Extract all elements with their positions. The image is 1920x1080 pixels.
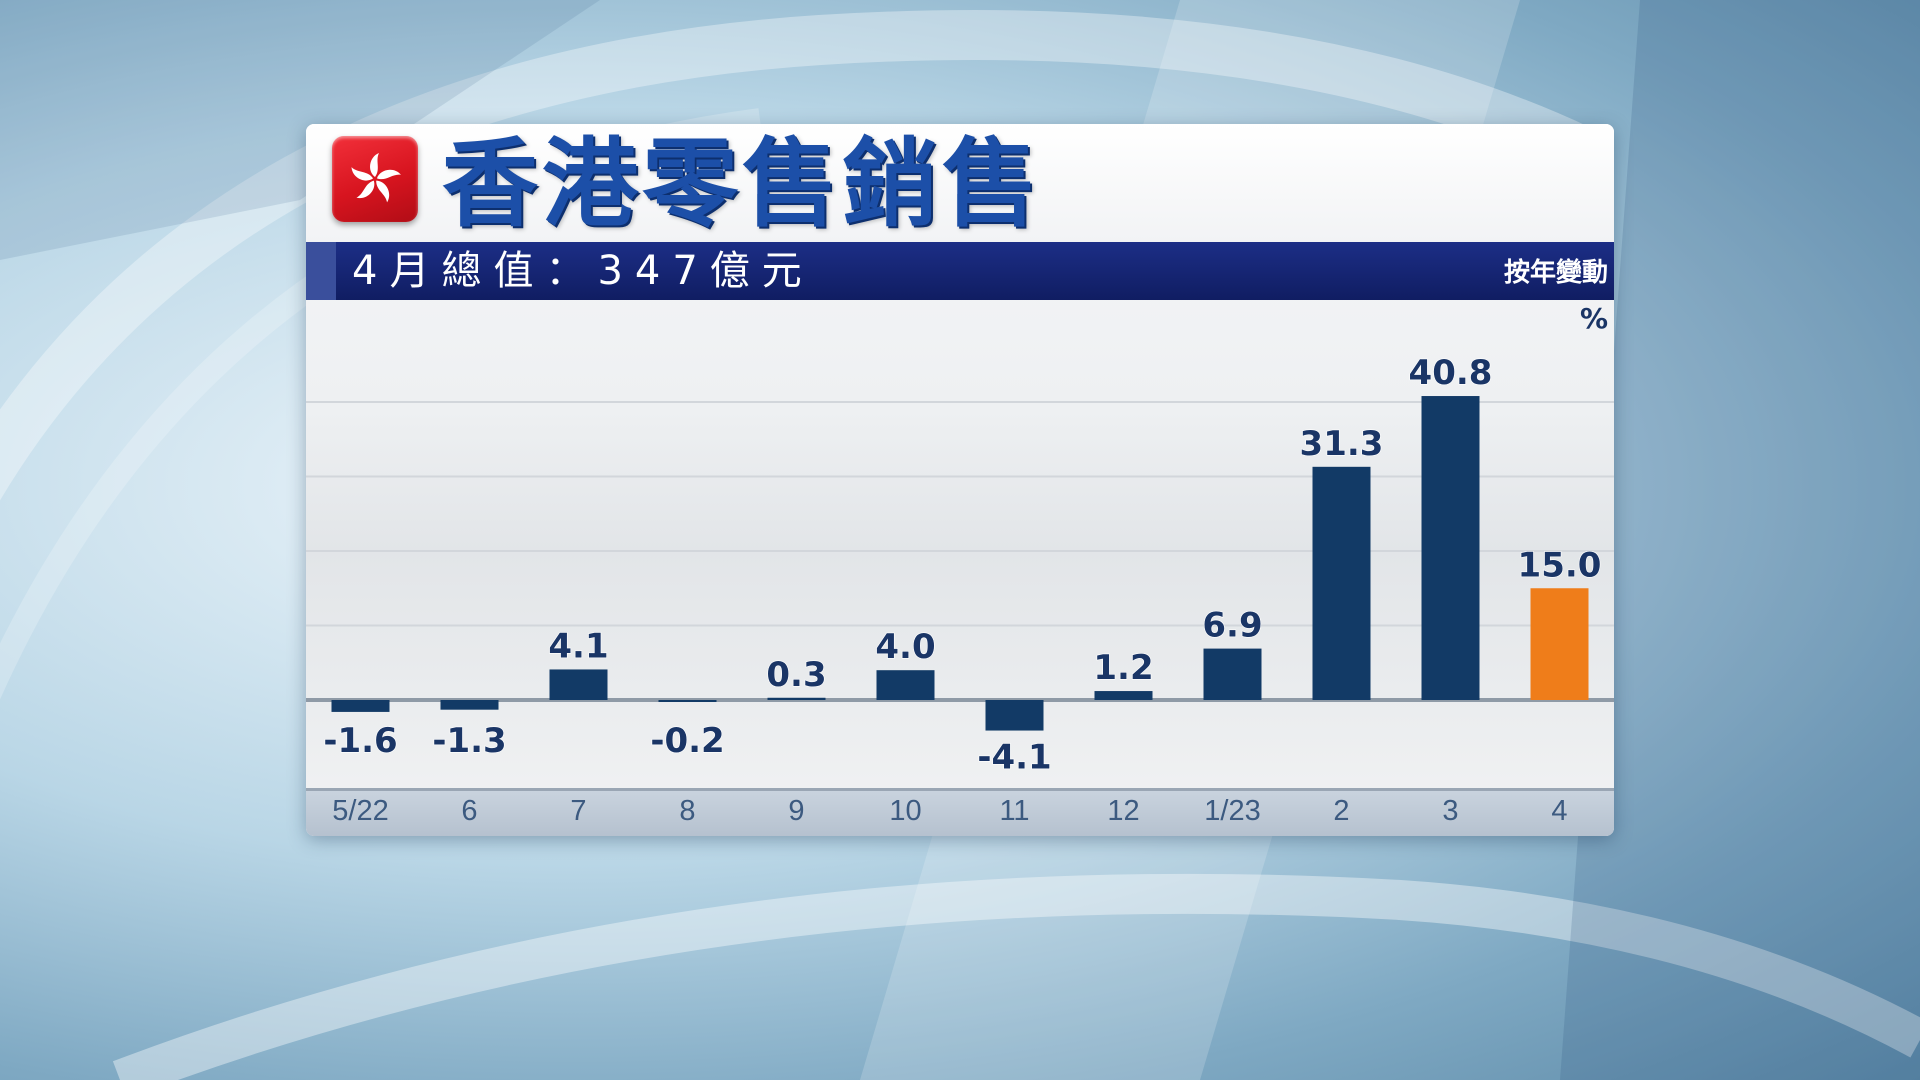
- x-tick-label: 12: [1107, 795, 1139, 827]
- bauhinia-icon: [351, 153, 401, 203]
- bar-3: [1421, 396, 1480, 700]
- bar-8: [658, 700, 717, 702]
- subtitle-total-value: 4月總值：347億元: [352, 248, 814, 294]
- bar-10: [876, 670, 935, 700]
- value-label: 4.1: [548, 626, 608, 666]
- bar-2: [1312, 466, 1371, 700]
- x-tick-label: 6: [461, 795, 477, 827]
- bar-5-22: [331, 700, 390, 712]
- x-tick-label: 1/23: [1204, 795, 1260, 827]
- subtitle-bar: 4月總值：347億元 按年變動: [306, 242, 1614, 300]
- value-label: 40.8: [1409, 353, 1493, 393]
- value-label: 15.0: [1518, 545, 1602, 585]
- bar-12: [1094, 691, 1153, 700]
- value-label: 6.9: [1202, 606, 1262, 646]
- value-label: 4.0: [875, 627, 935, 667]
- bar-9: [767, 697, 826, 700]
- x-tick-label: 11: [999, 795, 1029, 827]
- bar-4: [1530, 588, 1589, 700]
- hong-kong-flag-icon: [332, 136, 418, 222]
- bar-chart: -1.6 5/22 -1.3 6 4.1 7 -0.2 8 0.3 9 4.0 10 -4.1 11 1.2…: [306, 352, 1614, 827]
- x-tick-label: 4: [1551, 795, 1567, 827]
- bar-7: [549, 669, 608, 700]
- value-label: -0.2: [650, 721, 724, 761]
- bar-1-23: [1203, 648, 1262, 700]
- bar-11: [985, 700, 1044, 731]
- chart-panel: 香港零售銷售 4月總值：347億元 按年變動 % -1.6 5/22 -1.3 6 4.…: [306, 124, 1614, 836]
- value-label: 0.3: [766, 655, 826, 695]
- value-label: -1.3: [432, 721, 506, 761]
- x-tick-label: 5/22: [332, 795, 388, 827]
- page-title: 香港零售銷售: [442, 128, 1042, 240]
- bar-6: [440, 700, 499, 710]
- subtitle-accent: [306, 242, 336, 300]
- value-label: 1.2: [1093, 648, 1153, 688]
- x-tick-label: 7: [570, 795, 586, 827]
- value-label: -4.1: [977, 738, 1051, 778]
- yoy-change-label: 按年變動: [1503, 258, 1608, 288]
- x-tick-label: 8: [679, 795, 695, 827]
- x-tick-label: 9: [788, 795, 804, 827]
- x-tick-label: 10: [889, 795, 921, 827]
- value-label: 31.3: [1300, 424, 1384, 464]
- x-tick-label: 3: [1442, 795, 1458, 827]
- percent-unit: %: [1579, 302, 1608, 335]
- x-axis-band: [306, 788, 1614, 836]
- x-tick-label: 2: [1333, 795, 1349, 827]
- value-label: -1.6: [323, 721, 397, 761]
- title-bar: 香港零售銷售: [306, 124, 1614, 242]
